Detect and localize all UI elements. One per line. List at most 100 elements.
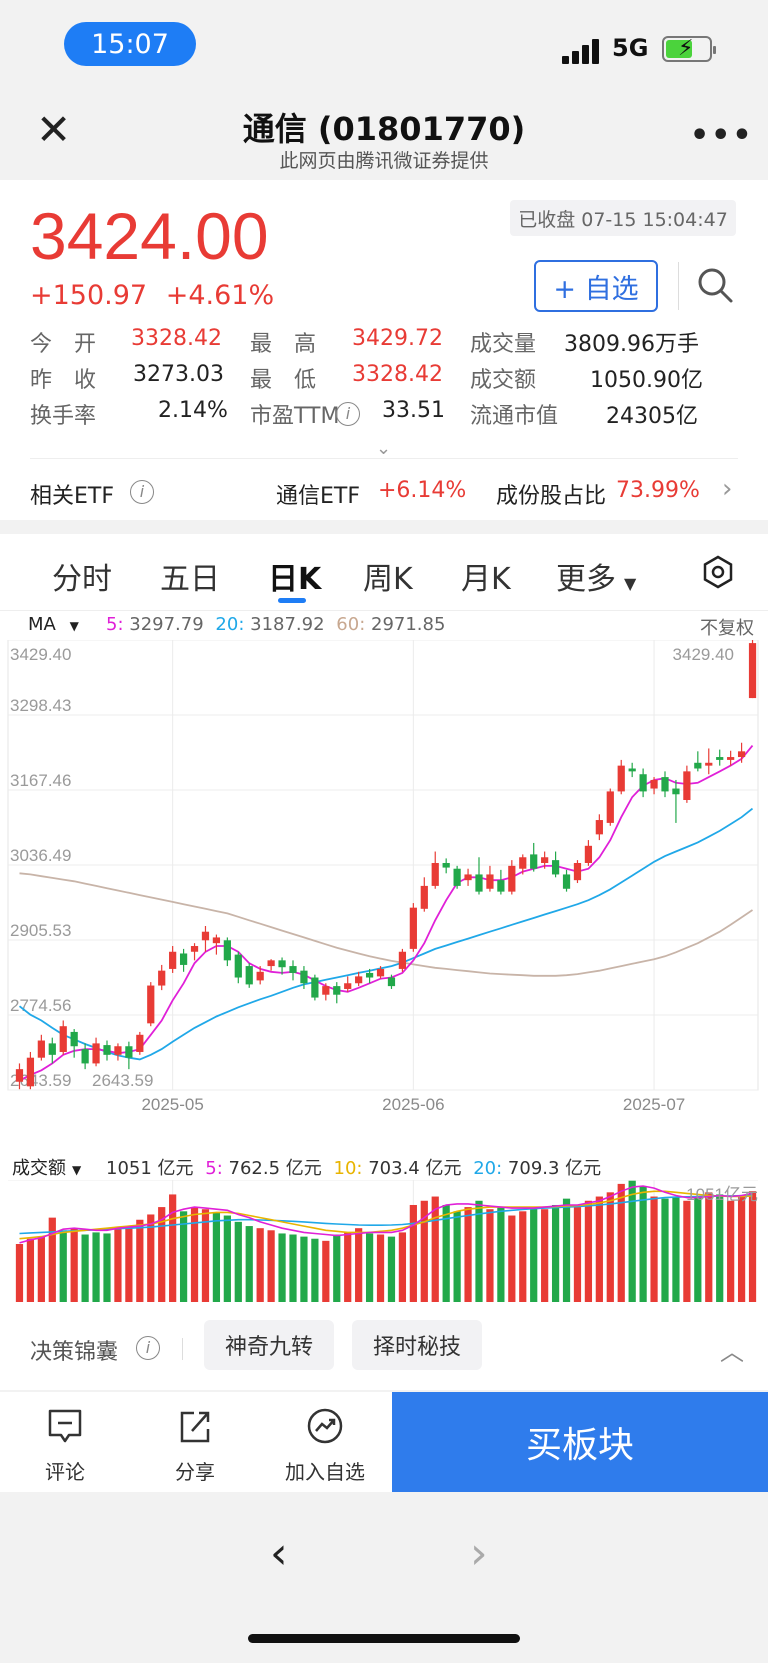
candle-body <box>376 968 385 977</box>
candle-body <box>48 1043 56 1055</box>
candle-body <box>705 762 713 766</box>
tools-label: 决策锦囊 <box>30 1340 119 1365</box>
settings-icon[interactable] <box>700 554 736 590</box>
browser-toolbar: ‹ › <box>0 1492 768 1663</box>
candle-body <box>179 953 188 965</box>
volume-values: 1051 亿元 5: 762.5 亿元 10: 703.4 亿元 20: 709… <box>106 1158 602 1179</box>
volume-bar <box>650 1196 658 1302</box>
candle-body <box>486 874 494 889</box>
add-watchlist-button[interactable]: + 自选 <box>534 260 658 312</box>
volume-bar <box>551 1204 560 1302</box>
volume-bar <box>617 1183 625 1302</box>
volume-bar <box>37 1236 45 1302</box>
candle-body <box>256 971 264 981</box>
tab-monthly-k[interactable]: 月K <box>461 562 511 597</box>
candle-body <box>650 779 658 789</box>
nine-turns-chip[interactable]: 神奇九转 <box>204 1320 334 1370</box>
back-icon[interactable]: ‹ <box>270 1528 288 1579</box>
etf-row[interactable]: 相关ETF i 通信ETF +6.14% 成份股占比 73.99% › <box>30 466 738 516</box>
network-label: 5G <box>612 34 649 62</box>
volume-bar <box>147 1214 155 1302</box>
add-watch-button[interactable]: 加入自选 <box>270 1392 380 1492</box>
status-time: 15:07 <box>64 22 196 66</box>
action-bar: 评论 分享 加入自选 买板块 <box>0 1392 768 1492</box>
candle-body <box>475 874 483 892</box>
stats-grid: 今 开 3328.42 最 高 3429.72 成交量 3809.96万手 昨 … <box>30 326 738 446</box>
etf-label: 相关ETF <box>30 484 114 509</box>
volume-bar <box>573 1207 582 1302</box>
price-change: +150.97 +4.61% <box>30 280 274 311</box>
candlestick-plot[interactable]: 3429.40 3298.43 3167.46 3036.49 2905.53 2774.… <box>0 640 768 1130</box>
stat-value: 2.14% <box>158 398 228 423</box>
volume-bar <box>103 1233 111 1302</box>
volume-bar <box>453 1211 461 1302</box>
candle-body <box>497 880 505 892</box>
close-icon[interactable]: ✕ <box>36 105 72 154</box>
chevron-right-icon: › <box>722 474 733 504</box>
caret-down-icon: ▼ <box>69 619 79 633</box>
tab-daily-k[interactable]: 日K <box>268 562 322 597</box>
market-status: 已收盘 07-15 15:04:47 <box>510 200 736 236</box>
forward-icon[interactable]: › <box>470 1528 488 1579</box>
adjust-toggle[interactable]: 不复权 <box>700 618 754 639</box>
chevron-down-icon[interactable]: ⌄ <box>376 438 392 459</box>
tab-weekly-k[interactable]: 周K <box>363 562 413 597</box>
stat-label: 换手率 <box>30 404 97 429</box>
volume-bar <box>48 1217 56 1302</box>
stat-value: 3328.42 <box>352 362 443 387</box>
volume-bar <box>737 1196 746 1302</box>
volume-selector[interactable]: 成交额 ▼ <box>12 1154 81 1180</box>
buy-sector-button[interactable]: 买板块 <box>392 1392 768 1492</box>
comment-icon <box>48 1409 82 1443</box>
stat-label: 市盈TTM <box>250 404 340 429</box>
tab-more[interactable]: 更多 ▼ <box>556 554 636 598</box>
vol-ma20-value: 709.3 亿元 <box>507 1158 602 1179</box>
volume-bar <box>114 1228 122 1302</box>
volume-bar <box>70 1228 78 1302</box>
stat-value: 3809.96万手 <box>564 332 699 357</box>
more-menu-icon[interactable]: ••• <box>690 118 754 153</box>
comment-button[interactable]: 评论 <box>10 1392 120 1492</box>
add-watch-label: 加入自选 <box>285 1460 365 1484</box>
ma-selector[interactable]: MA ▼ <box>28 614 79 635</box>
tab-more-label: 更多 <box>556 562 616 597</box>
info-icon[interactable]: i <box>130 480 154 504</box>
candle-body <box>201 931 210 941</box>
vol-ma10-value: 703.4 亿元 <box>368 1158 462 1179</box>
volume-plot[interactable]: 1051亿元 <box>0 1180 768 1308</box>
candle-body <box>617 765 625 792</box>
etf-ratio-label: 成份股占比 <box>496 484 607 509</box>
candle-body <box>169 951 177 969</box>
candle-body <box>234 954 242 978</box>
y-tick-label: 2643.59 <box>10 1071 71 1090</box>
y-tick-label: 3429.40 <box>10 645 71 664</box>
candle-body <box>442 862 450 868</box>
volume-bar <box>365 1233 374 1302</box>
volume-bar <box>409 1204 417 1302</box>
volume-bar <box>716 1194 724 1302</box>
stats-row: 今 开 3328.42 最 高 3429.72 成交量 3809.96万手 <box>30 326 738 362</box>
high-label: 3429.40 <box>673 645 734 664</box>
candle-body <box>453 868 461 886</box>
volume-bar <box>322 1240 330 1302</box>
volume-bar <box>169 1194 177 1302</box>
comment-label: 评论 <box>45 1460 85 1484</box>
tab-five-day[interactable]: 五日 <box>160 562 220 597</box>
timing-chip[interactable]: 择时秘技 <box>352 1320 482 1370</box>
tab-intraday[interactable]: 分时 <box>52 562 112 597</box>
volume-bar <box>92 1232 100 1302</box>
volume-bar <box>562 1198 571 1302</box>
chevron-up-icon[interactable]: ︿ <box>720 1338 744 1366</box>
info-icon[interactable]: i <box>136 1336 160 1360</box>
ma5-value: 3297.79 <box>129 614 204 635</box>
stat-label: 流通市值 <box>470 404 559 429</box>
candle-body <box>727 757 735 760</box>
candle-body <box>387 977 396 987</box>
etf-name: 通信ETF <box>276 484 360 509</box>
search-icon[interactable] <box>696 266 734 304</box>
candle-body <box>37 1040 45 1058</box>
share-button[interactable]: 分享 <box>140 1392 250 1492</box>
info-icon[interactable]: i <box>336 402 360 426</box>
volume-bar <box>190 1207 199 1302</box>
volume-bar <box>661 1198 669 1302</box>
